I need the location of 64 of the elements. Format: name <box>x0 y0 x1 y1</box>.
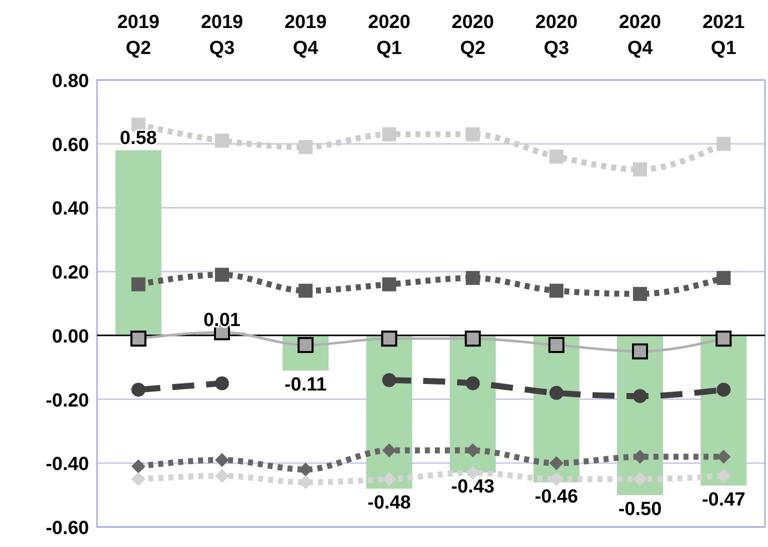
y-tick-label: 0.00 <box>52 326 89 348</box>
x-tick-label: 2019 Q3 <box>200 12 244 59</box>
point <box>466 376 480 390</box>
y-tick-label: 0.80 <box>52 71 89 92</box>
point <box>633 162 648 176</box>
point <box>382 127 396 142</box>
point <box>382 373 396 388</box>
point <box>214 452 229 467</box>
point <box>381 330 398 347</box>
x-tick-label: 2021 Q1 <box>702 12 746 59</box>
y-tick-label: -0.20 <box>46 390 89 412</box>
point <box>548 337 564 354</box>
point <box>716 136 731 151</box>
data-label: 0.58 <box>120 128 157 150</box>
point <box>131 459 146 474</box>
x-tick-label: 2020 Q3 <box>535 12 578 59</box>
point <box>633 286 648 301</box>
point <box>382 472 396 486</box>
x-tick-label: 2020 Q2 <box>452 12 494 59</box>
data-label: -0.43 <box>451 476 494 498</box>
x-tick-label: 2019 Q4 <box>284 12 327 59</box>
data-label: -0.46 <box>534 486 578 508</box>
point <box>633 389 648 404</box>
point <box>633 472 648 486</box>
point <box>214 468 229 483</box>
y-tick-label: -0.40 <box>46 454 89 476</box>
point <box>298 284 313 298</box>
point <box>549 386 564 400</box>
data-label: -0.50 <box>618 499 662 520</box>
point <box>549 284 564 298</box>
data-label: 0.01 <box>203 310 241 332</box>
point <box>214 134 229 148</box>
point <box>716 468 731 483</box>
point <box>632 343 648 360</box>
point <box>549 456 564 470</box>
data-label: -0.47 <box>702 489 746 510</box>
point <box>716 450 731 464</box>
point <box>214 268 229 282</box>
point <box>716 382 731 397</box>
point <box>466 127 480 142</box>
point <box>382 277 396 292</box>
point <box>131 277 146 292</box>
y-tick-label: 0.20 <box>52 262 89 284</box>
point <box>466 270 480 285</box>
y-tick-label: 0.60 <box>52 134 89 156</box>
y-tick-label: -0.60 <box>46 518 89 539</box>
point <box>214 376 229 390</box>
point <box>131 382 146 397</box>
point <box>464 330 481 347</box>
point <box>131 472 146 486</box>
bar <box>115 150 162 336</box>
point <box>466 466 480 480</box>
x-tick-label: 2020 Q1 <box>368 12 410 59</box>
data-label: -0.11 <box>284 374 328 396</box>
x-tick-label: 2020 Q4 <box>618 12 662 59</box>
x-tick-label: 2019 Q2 <box>117 12 160 59</box>
point <box>716 330 732 347</box>
point <box>298 140 313 154</box>
y-tick-label: 0.40 <box>52 198 89 220</box>
point <box>716 270 731 285</box>
data-label: -0.48 <box>368 492 411 514</box>
point <box>130 330 146 347</box>
point <box>549 150 564 164</box>
point <box>382 443 396 458</box>
